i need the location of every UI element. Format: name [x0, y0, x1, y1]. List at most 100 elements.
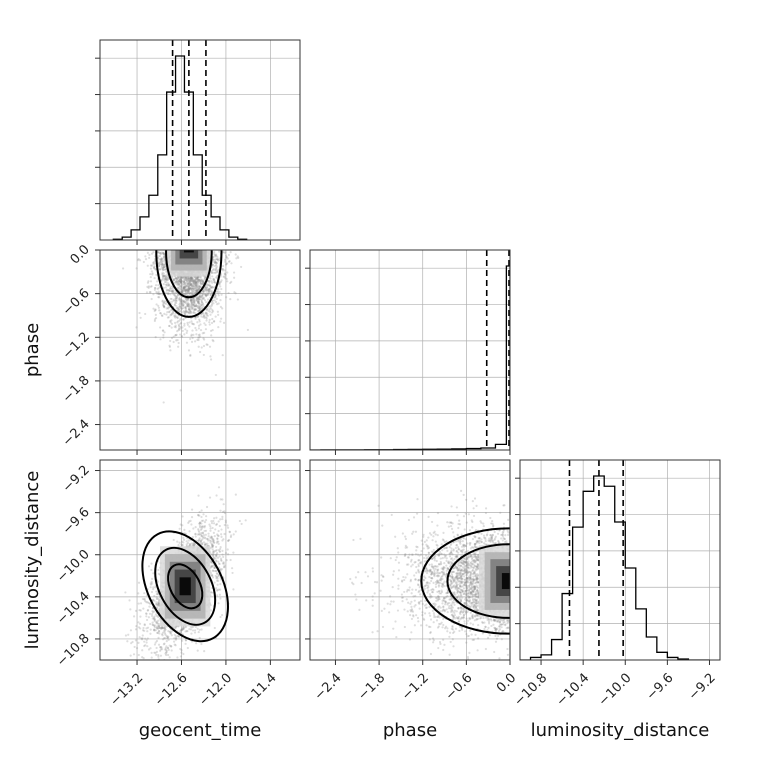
sample-point: [162, 252, 165, 255]
sample-point: [189, 283, 192, 286]
sample-point: [174, 292, 177, 295]
sample-point: [174, 637, 178, 640]
sample-point: [208, 280, 211, 283]
sample-point: [146, 609, 149, 612]
sample-point: [215, 552, 219, 555]
sample-point: [219, 568, 222, 571]
sample-point: [188, 292, 191, 295]
sample-point: [213, 261, 216, 264]
sample-point: [195, 282, 198, 285]
sample-point: [198, 514, 201, 517]
sample-point: [215, 254, 218, 257]
sample-point: [187, 290, 190, 293]
sample-point: [196, 276, 199, 279]
sample-point: [164, 637, 167, 640]
sample-point: [188, 287, 191, 290]
sample-point: [170, 322, 174, 326]
sample-point: [137, 621, 140, 624]
sample-point: [152, 293, 155, 296]
sample-point: [156, 621, 159, 624]
sample-point: [192, 298, 196, 301]
sample-point: [213, 279, 216, 282]
sample-point: [185, 288, 188, 291]
sample-point: [213, 566, 216, 570]
sample-point: [161, 638, 165, 641]
sample-point: [157, 600, 160, 603]
sample-point: [200, 315, 203, 318]
sample-point: [192, 281, 195, 284]
sample-point: [150, 568, 153, 572]
sample-point: [146, 601, 149, 604]
sample-point: [206, 312, 209, 315]
sample-point: [203, 315, 206, 318]
sample-point: [193, 629, 197, 632]
sample-point: [161, 627, 164, 630]
sample-point: [173, 303, 176, 306]
sample-point: [191, 277, 194, 280]
sample-point: [173, 314, 176, 317]
sample-point: [193, 281, 196, 284]
sample-point: [219, 285, 222, 288]
sample-point: [203, 524, 207, 528]
sample-point: [195, 642, 198, 645]
sample-point: [144, 600, 147, 603]
sample-point: [186, 303, 189, 306]
sample-point: [187, 279, 190, 282]
sample-point: [129, 654, 132, 657]
sample-point: [223, 532, 226, 536]
sample-point: [140, 638, 144, 641]
sample-point: [224, 251, 227, 255]
sample-point: [182, 303, 185, 307]
sample-point: [221, 354, 224, 357]
sample-point: [181, 627, 184, 631]
sample-point: [170, 313, 173, 316]
sample-point: [189, 286, 192, 290]
sample-point: [145, 618, 149, 622]
sample-point: [213, 566, 216, 569]
sample-point: [170, 287, 174, 291]
sample-point: [192, 303, 195, 307]
sample-point: [191, 308, 194, 311]
sample-point: [177, 323, 180, 326]
sample-point: [164, 648, 167, 651]
sample-point: [197, 289, 200, 292]
sample-point: [224, 277, 227, 280]
sample-point: [190, 293, 194, 296]
sample-point: [192, 282, 195, 286]
sample-point: [199, 280, 202, 283]
sample-point: [178, 279, 181, 283]
sample-point: [194, 299, 197, 302]
sample-point: [153, 618, 156, 622]
sample-point: [190, 304, 193, 307]
sample-point: [197, 336, 200, 339]
sample-point: [189, 628, 193, 631]
sample-point: [143, 644, 146, 648]
sample-point: [153, 265, 156, 268]
sample-point: [221, 515, 224, 518]
sample-point: [136, 259, 140, 262]
sample-point: [187, 287, 191, 290]
sample-point: [212, 278, 215, 281]
sample-point: [186, 279, 190, 282]
sample-point: [190, 333, 193, 336]
sample-point: [190, 282, 193, 286]
sample-point: [213, 569, 216, 573]
sample-point: [188, 287, 191, 291]
sample-point: [149, 280, 153, 283]
sample-point: [187, 521, 190, 524]
sample-point: [130, 642, 133, 645]
sample-point: [145, 638, 148, 642]
sample-point: [187, 277, 190, 281]
sample-point: [174, 299, 177, 302]
sample-point: [176, 316, 179, 319]
sample-point: [209, 329, 213, 332]
sample-point: [172, 538, 175, 542]
sample-point: [215, 541, 218, 544]
sample-point: [155, 601, 158, 604]
sample-point: [174, 281, 177, 284]
sample-point: [206, 293, 209, 297]
sample-point: [204, 328, 208, 331]
sample-point: [219, 583, 222, 586]
sample-point: [197, 278, 200, 282]
sample-point: [170, 649, 173, 652]
